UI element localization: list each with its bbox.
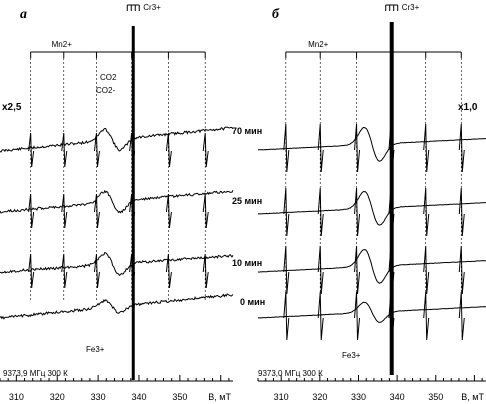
p2-tick-label: 350 [428, 392, 443, 402]
p2-mn-line [317, 187, 324, 237]
p1-mn-line [28, 132, 35, 168]
p2-mn-line [317, 291, 324, 341]
panel-a-label: а [20, 7, 27, 22]
series-label-25: 25 мин [232, 196, 262, 206]
p1-tick-label: 330 [91, 392, 106, 402]
p2-spectrum-70-мин [258, 126, 486, 162]
p2-mn-line [317, 245, 324, 295]
p2-tick-label: 330 [351, 392, 366, 402]
p1-mn-line [93, 132, 100, 168]
p1-mn-line [28, 253, 35, 289]
p2-tick-label: 340 [390, 392, 405, 402]
p2-mn-line [283, 123, 290, 173]
p2-spectrum-10-мин [257, 249, 486, 284]
p1-mn-line [202, 253, 209, 289]
panel-a-scale-label: x2,5 [2, 102, 22, 113]
p1-spectrum-70-мин [0, 126, 234, 153]
plot-layer: 310 320 330 340 350 B, мТ Mn2+ Cr3+ 310 320 330 340… [0, 3, 486, 402]
p2-x-axis-label: B, мТ [461, 392, 484, 402]
panel-b-frequency-label: 9373,0 МГц 300 К [258, 369, 323, 378]
p2-mn-line [458, 291, 465, 341]
panel-b-scale-label: x1,0 [458, 102, 478, 113]
p1-mn-line [165, 132, 172, 168]
p1-spectrum-10-мин [0, 251, 234, 276]
p2-mn-line [354, 187, 361, 237]
p1-mn-line [165, 253, 172, 289]
p2-mn-line [458, 123, 465, 173]
p1-tick-label: 310 [9, 392, 24, 402]
p1-mn-line [202, 193, 209, 229]
p2-mn-label: Mn2+ [308, 40, 329, 49]
p2-spectrum-25-мин [257, 191, 486, 226]
p1-tick-label: 320 [50, 392, 65, 402]
p2-cr-label: Cr3+ [402, 3, 420, 12]
p2-mn-line [317, 123, 324, 173]
p2-mn-line [354, 291, 361, 341]
series-label-10: 10 мин [232, 258, 262, 268]
p2-spectrum-0-мин [257, 301, 486, 323]
p2-mn-line [423, 123, 430, 173]
panel-a-frequency-label: 9373,9 МГц 300 К [3, 369, 68, 378]
p1-mn-line [61, 253, 68, 289]
p2-tick-label: 320 [312, 392, 327, 402]
fe-label-a: Fe3+ [86, 345, 105, 354]
p2-mn-line [458, 187, 465, 237]
fe-label-b: Fe3+ [342, 351, 361, 360]
p1-mn-label: Mn2+ [52, 40, 73, 49]
p2-mn-line [458, 245, 465, 295]
p2-mn-line [283, 291, 290, 341]
p2-mn-line [354, 245, 361, 295]
co2-minus-label: CO2- [96, 86, 115, 95]
p2-mn-line [423, 245, 430, 295]
co2-label: CO2 [100, 73, 117, 82]
p1-tick-label: 340 [131, 392, 146, 402]
p2-mn-line [283, 245, 290, 295]
series-label-70: 70 мин [232, 126, 262, 136]
p1-mn-line [202, 132, 209, 168]
p1-mn-line [165, 193, 172, 229]
p2-mn-line [354, 123, 361, 173]
p1-mn-line [61, 193, 68, 229]
p1-tick-label: 350 [172, 392, 187, 402]
panel-b-label: б [272, 7, 280, 22]
p2-tick-label: 310 [274, 392, 289, 402]
p1-x-axis-label: B, мТ [208, 392, 231, 402]
p1-mn-line [93, 253, 100, 289]
p1-mn-line [93, 193, 100, 229]
p1-mn-line [61, 132, 68, 168]
p1-cr-label: Cr3+ [143, 3, 161, 12]
p1-spectrum-0-мин [0, 293, 234, 320]
p1-mn-line [28, 193, 35, 229]
p2-mn-line [423, 187, 430, 237]
p2-mn-line [283, 187, 290, 237]
series-label-0: 0 мин [240, 297, 265, 307]
p1-spectrum-25-мин [0, 189, 234, 214]
p2-mn-line [423, 291, 430, 341]
